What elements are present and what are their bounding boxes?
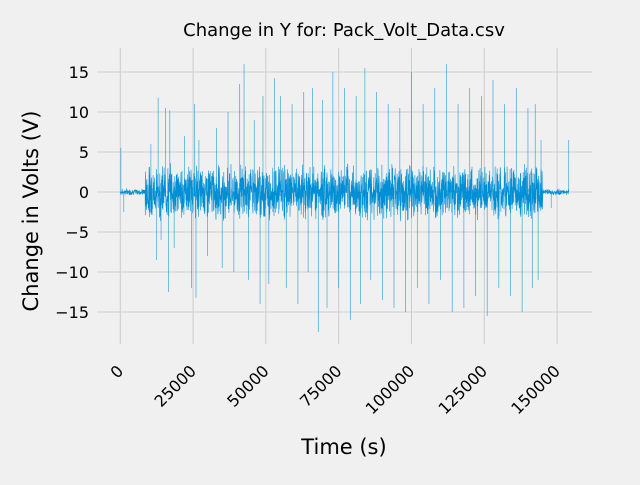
- y-tick-label: −10: [55, 263, 89, 282]
- x-tick-label: 50000: [223, 361, 272, 410]
- y-tick-label: 15: [69, 63, 89, 82]
- x-tick-label: 75000: [296, 361, 345, 410]
- y-tick-label: 0: [79, 183, 89, 202]
- x-tick-label: 0: [106, 361, 127, 382]
- y-tick-label: −15: [55, 303, 89, 322]
- x-tick-label: 125000: [434, 361, 491, 418]
- x-tick-label: 25000: [150, 361, 199, 410]
- x-axis-label: Time (s): [300, 435, 386, 459]
- x-tick-label: 150000: [507, 361, 564, 418]
- tick-labels: 0 25000 50000 75000 100000 125000 150000 15 10 5 0…: [55, 63, 564, 418]
- chart-title: Change in Y for: Pack_Volt_Data.csv: [183, 20, 505, 41]
- y-axis-label: Change in Volts (V): [19, 111, 43, 312]
- data-line: [120, 163, 569, 222]
- data-series: [120, 64, 570, 332]
- x-tick-label: 100000: [362, 361, 419, 418]
- y-tick-label: −5: [65, 223, 89, 242]
- y-tick-label: 5: [79, 143, 89, 162]
- y-tick-label: 10: [69, 103, 89, 122]
